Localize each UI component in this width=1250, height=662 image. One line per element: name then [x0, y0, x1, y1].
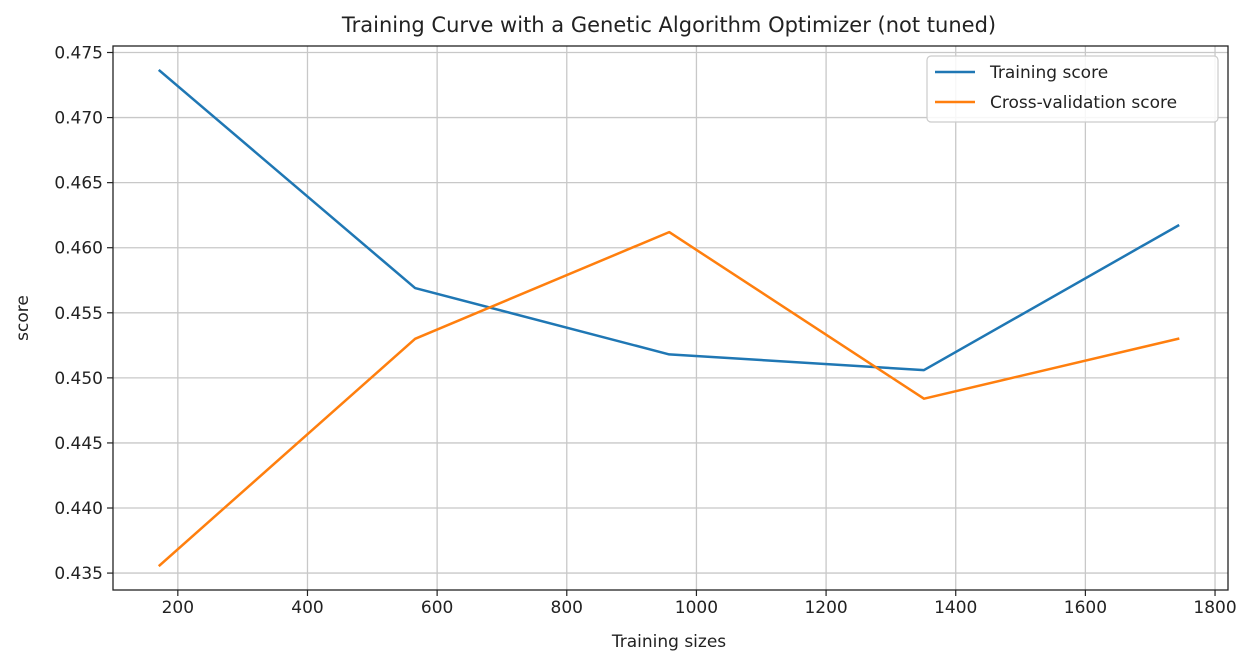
legend: Training score Cross-validation score [926, 55, 1219, 123]
axis-ticks: 200 400 600 800 1000 1200 1400 1600 1800 0.435 0.4… [54, 44, 1236, 618]
legend-label-cross-validation-score: Cross-validation score [990, 93, 1177, 113]
chart-title: Training Curve with a Genetic Algorithm … [341, 13, 996, 37]
series-line-cross-validation-score [157, 230, 1180, 568]
plot-frame [112, 45, 1229, 591]
y-tick-label: 0.455 [54, 304, 103, 324]
x-tick-label: 1000 [675, 598, 718, 618]
y-tick-label: 0.470 [54, 109, 103, 129]
y-tick-label: 0.445 [54, 434, 103, 454]
y-axis-label: score [13, 295, 33, 341]
y-tick-label: 0.475 [54, 44, 103, 64]
x-tick-label: 1600 [1064, 598, 1107, 618]
x-tick-label: 1400 [934, 598, 977, 618]
y-tick-label: 0.440 [54, 499, 103, 519]
grid [113, 46, 1228, 590]
x-tick-label: 400 [291, 598, 323, 618]
x-tick-label: 600 [421, 598, 453, 618]
x-tick-label: 200 [162, 598, 194, 618]
x-tick-label: 800 [551, 598, 583, 618]
y-tick-label: 0.435 [54, 564, 103, 584]
y-tick-label: 0.450 [54, 369, 103, 389]
legend-label-training-score: Training score [989, 63, 1108, 83]
series-lines [157, 68, 1180, 568]
y-tick-label: 0.460 [54, 239, 103, 259]
legend-box [926, 55, 1219, 123]
x-tick-label: 1200 [804, 598, 847, 618]
x-axis-label: Training sizes [611, 632, 726, 652]
y-tick-label: 0.465 [54, 174, 103, 194]
series-line-training-score [157, 68, 1180, 372]
x-tick-label: 1800 [1193, 598, 1236, 618]
